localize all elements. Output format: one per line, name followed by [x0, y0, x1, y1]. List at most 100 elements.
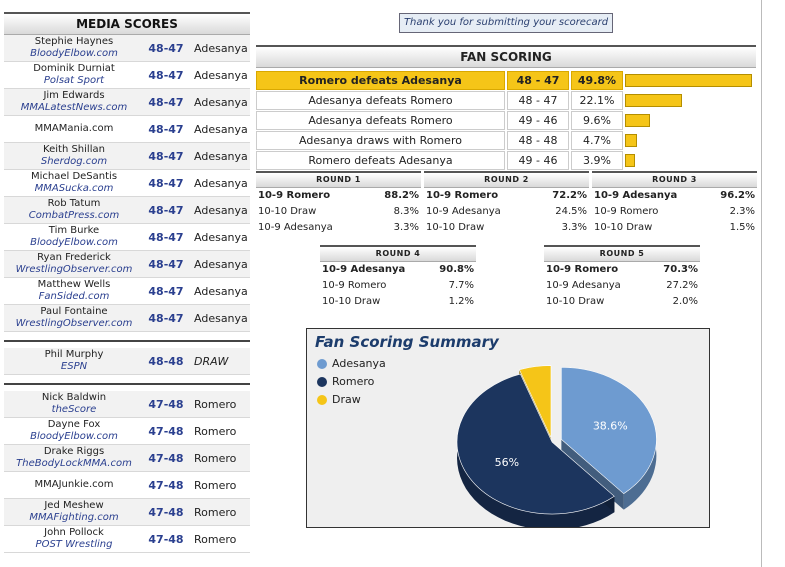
fan-result-bar-track	[625, 73, 755, 88]
fan-result-score: 48 - 47	[507, 91, 569, 110]
media-score: 48-47	[148, 311, 184, 325]
publication-link[interactable]: CombatPress.com	[28, 210, 120, 221]
round-result-row: 10-10 Draw 2.0%	[544, 294, 700, 310]
pie-slice-adesanya[interactable]	[561, 367, 657, 495]
publication-link[interactable]: Sherdog.com	[40, 156, 108, 167]
round-result-label: 10-9 Romero	[426, 190, 499, 201]
media-winner: Adesanya	[194, 257, 248, 271]
media-score: 48-48	[148, 354, 184, 368]
publication-link[interactable]: MMAFighting.com	[29, 512, 119, 523]
media-score: 48-47	[148, 257, 184, 271]
critic-name: Nick Baldwin theScore	[4, 392, 144, 416]
publication-link[interactable]: FanSided.com	[38, 291, 110, 302]
round-result-row: 10-9 Romero 2.3%	[592, 204, 757, 220]
round-result-percent: 2.3%	[729, 206, 755, 217]
legend-entry: Adesanya	[317, 357, 386, 370]
pie-slice-romero[interactable]	[456, 373, 615, 515]
media-score: 47-48	[148, 424, 184, 438]
fan-result-label: Romero defeats Adesanya	[256, 151, 505, 170]
publication-link[interactable]: theScore	[51, 404, 97, 415]
pie-slice-draw[interactable]	[518, 365, 552, 438]
divider	[4, 375, 250, 385]
publication-link[interactable]: BloodyElbow.com	[30, 431, 118, 442]
critic-name: MMAJunkie.com	[4, 479, 144, 491]
fan-result-bar	[625, 74, 753, 87]
round-1-panel: ROUND 1 10-9 Romero 88.2% 10-10 Draw 8.3% 10-…	[256, 171, 421, 236]
critic-name-text: Tim Burke	[48, 225, 100, 236]
publication-link[interactable]: MMASucka.com	[34, 183, 114, 194]
fan-scoring-panel: FAN SCORING Romero defeats Adesanya 48 - …	[256, 45, 756, 170]
round-result-label: 10-10 Draw	[258, 206, 317, 217]
critic-name: Dominik Durniat Polsat Sport	[4, 63, 144, 87]
fan-result-row: Romero defeats Adesanya 48 - 47 49.8%	[256, 71, 756, 90]
round-result-percent: 90.8%	[439, 264, 474, 275]
media-scores-panel: MEDIA SCORES Stephie Haynes BloodyElbow.c…	[4, 12, 250, 553]
fan-result-percent: 49.8%	[571, 71, 623, 90]
fan-result-label: Romero defeats Adesanya	[256, 71, 505, 90]
fan-result-percent: 22.1%	[571, 91, 623, 110]
critic-name: MMAMania.com	[4, 123, 144, 135]
publication-link[interactable]: WrestlingObserver.com	[15, 264, 133, 275]
publication-link[interactable]: Polsat Sport	[43, 75, 105, 86]
publication-link[interactable]: BloodyElbow.com	[30, 48, 118, 59]
fan-result-bar	[625, 94, 682, 107]
round-result-row: 10-9 Adesanya 3.3%	[256, 220, 421, 236]
round-result-percent: 1.5%	[729, 222, 755, 233]
media-score: 48-47	[148, 176, 184, 190]
publication-link[interactable]: MMALatestNews.com	[20, 102, 128, 113]
media-score: 47-48	[148, 505, 184, 519]
round-5-panel: ROUND 5 10-9 Romero 70.3% 10-9 Adesanya 27.2…	[544, 245, 700, 310]
media-winner: Adesanya	[194, 41, 248, 55]
media-winner: Romero	[194, 424, 237, 438]
fan-result-row: Adesanya defeats Romero 48 - 47 22.1%	[256, 91, 756, 110]
publication-link[interactable]: WrestlingObserver.com	[15, 318, 133, 329]
critic-name: Ryan Frederick WrestlingObserver.com	[4, 252, 144, 276]
critic-name: Stephie Haynes BloodyElbow.com	[4, 36, 144, 60]
publication-link[interactable]: BloodyElbow.com	[30, 237, 118, 248]
media-score-row: John Pollock POST Wrestling 47-48 Romero	[4, 526, 250, 553]
media-score-row: Stephie Haynes BloodyElbow.com 48-47 Adesan…	[4, 35, 250, 62]
round-result-label: 10-9 Adesanya	[594, 190, 678, 201]
legend-swatch	[317, 376, 327, 387]
divider	[761, 0, 762, 567]
critic-name: Phil Murphy ESPN	[4, 349, 144, 373]
round-result-label: 10-10 Draw	[426, 222, 485, 233]
media-score-row: Drake Riggs TheBodyLockMMA.com 47-48 Romero	[4, 445, 250, 472]
critic-name-text: Dayne Fox	[47, 419, 101, 430]
critic-name-text: Jed Meshew	[44, 500, 104, 511]
media-winner: Adesanya	[194, 284, 248, 298]
media-winner: Romero	[194, 397, 237, 411]
legend-label: Romero	[332, 375, 375, 388]
round-3-panel: ROUND 3 10-9 Adesanya 96.2% 10-9 Romero 2.3%…	[592, 171, 757, 236]
round-result-percent: 2.0%	[672, 296, 698, 307]
fan-result-row: Adesanya defeats Romero 49 - 46 9.6%	[256, 111, 756, 130]
round-result-row: 10-10 Draw 8.3%	[256, 204, 421, 220]
media-score: 48-47	[148, 95, 184, 109]
media-score: 48-47	[148, 230, 184, 244]
fan-result-bar	[625, 114, 650, 127]
media-winner: Romero	[194, 505, 237, 519]
media-score-row: Tim Burke BloodyElbow.com 48-47 Adesanya	[4, 224, 250, 251]
media-scores-header: MEDIA SCORES	[4, 12, 250, 35]
media-score-row: Nick Baldwin theScore 47-48 Romero	[4, 391, 250, 418]
round-result-label: 10-9 Romero	[258, 190, 331, 201]
fan-scoring-summary-chart: Fan Scoring Summary Adesanya Romero Draw 3…	[306, 328, 710, 528]
publication-link[interactable]: TheBodyLockMMA.com	[16, 458, 132, 469]
round-result-row: 10-10 Draw 1.2%	[320, 294, 476, 310]
media-score: 48-47	[148, 122, 184, 136]
fan-result-bar-track	[625, 113, 755, 128]
critic-name-text: Dominik Durniat	[33, 63, 115, 74]
critic-name-text: MMAMania.com	[34, 123, 114, 134]
media-score-row: MMAJunkie.com 47-48 Romero	[4, 472, 250, 499]
media-score-row: Ryan Frederick WrestlingObserver.com 48-47…	[4, 251, 250, 278]
round-result-percent: 24.5%	[555, 206, 587, 217]
round-result-percent: 27.2%	[666, 280, 698, 291]
publication-link[interactable]: ESPN	[60, 361, 88, 372]
publication-link[interactable]: POST Wrestling	[35, 539, 113, 550]
fan-result-bar-track	[625, 93, 755, 108]
critic-name-text: Paul Fontaine	[40, 306, 108, 317]
round-result-label: 10-9 Adesanya	[322, 264, 406, 275]
media-winner: Romero	[194, 478, 237, 492]
round-result-row: 10-9 Adesanya 90.8%	[320, 262, 476, 278]
round-result-percent: 72.2%	[552, 190, 587, 201]
